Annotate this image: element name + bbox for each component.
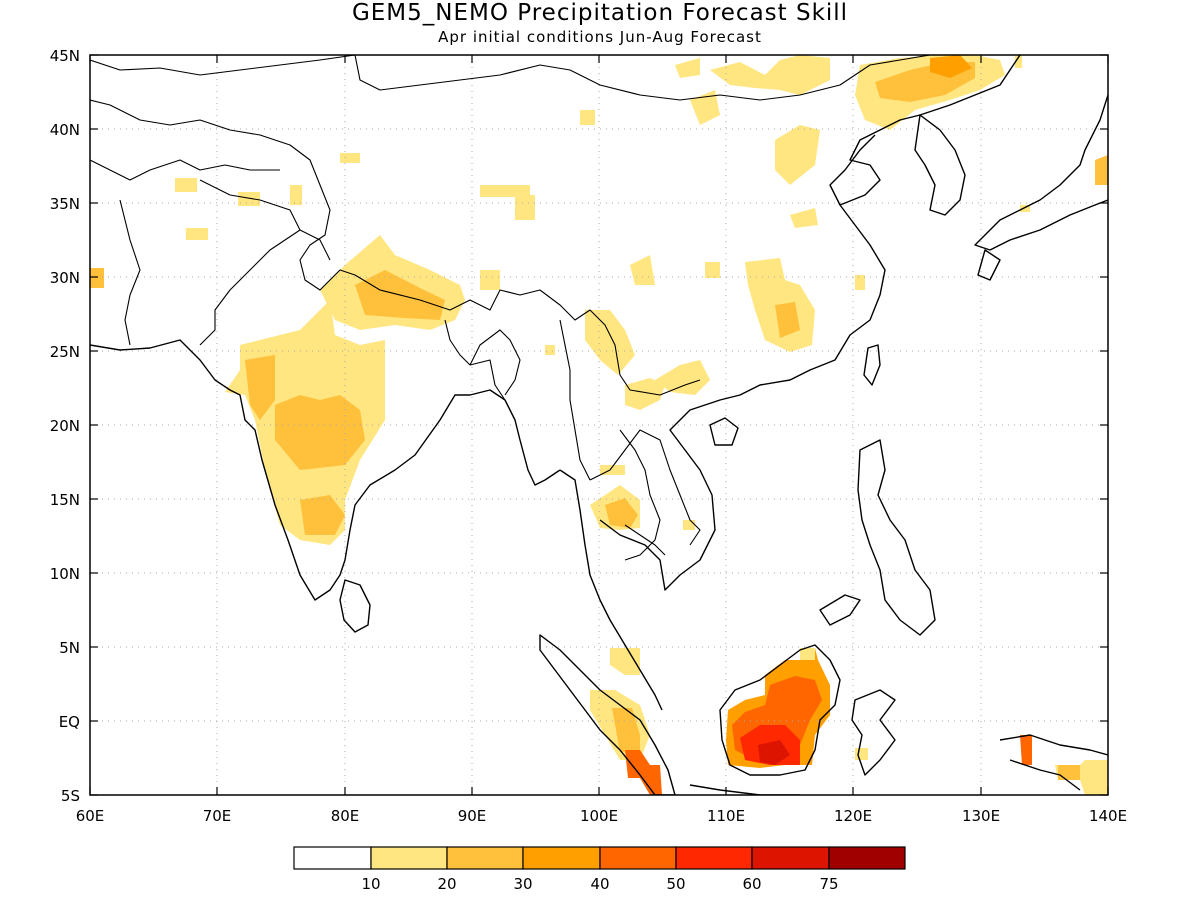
- map-title: GEM5_NEMO Precipitation Forecast Skill: [351, 0, 849, 26]
- colorbar-label: 10: [361, 875, 380, 893]
- colorbar-swatch: [522, 846, 601, 870]
- colorbar-label: 40: [590, 875, 609, 893]
- y-tick-label: 10N: [50, 565, 80, 583]
- colorbar-label: 30: [513, 875, 532, 893]
- skill-region-sumatra: [590, 648, 662, 795]
- map-frame: [89, 54, 1109, 796]
- x-tick-label: 60E: [76, 807, 105, 825]
- colorbar-swatch: [446, 846, 524, 870]
- skill-region-india: [225, 300, 385, 545]
- x-tick-label: 130E: [962, 807, 1000, 825]
- x-tick-label: 90E: [458, 807, 487, 825]
- y-axis-labels: 45N 40N 35N 30N 25N 20N 15N 10N 5N EQ 5S: [50, 47, 80, 805]
- colorbar-label: 60: [742, 875, 761, 893]
- y-tick-label: 40N: [50, 121, 80, 139]
- x-tick-label: 140E: [1089, 807, 1127, 825]
- y-tick-label: 5N: [59, 639, 80, 657]
- y-tick-label: 35N: [50, 195, 80, 213]
- y-tick-label: EQ: [59, 713, 80, 731]
- colorbar-swatch: [370, 846, 448, 870]
- skill-region-thailand: [590, 465, 695, 530]
- colorbar-swatch: [828, 846, 906, 870]
- skill-region-new-guinea: [1020, 735, 1108, 795]
- skill-region-borneo: [726, 648, 868, 768]
- colorbar-label: 20: [437, 875, 456, 893]
- x-tick-label: 120E: [834, 807, 872, 825]
- colorbar-label: 50: [666, 875, 685, 893]
- y-tick-label: 45N: [50, 47, 80, 65]
- y-tick-label: 20N: [50, 417, 80, 435]
- y-tick-label: 15N: [50, 491, 80, 509]
- colorbar-swatch: [751, 846, 830, 870]
- country-borders: [90, 55, 931, 561]
- y-tick-label: 5S: [61, 787, 80, 805]
- map-subtitle: Apr initial conditions Jun-Aug Forecast: [438, 28, 762, 46]
- y-tick-label: 30N: [50, 269, 80, 287]
- skill-region-west-asia: [90, 153, 535, 288]
- colorbar-swatch: [675, 846, 753, 870]
- colorbar: 10 20 30 40 50 60 75: [293, 846, 906, 893]
- x-axis-labels: 60E 70E 80E 90E 100E 110E 120E 130E 140E: [76, 807, 1127, 825]
- y-tick-label: 25N: [50, 343, 80, 361]
- coastlines: [90, 55, 1108, 795]
- skill-shading: [90, 55, 1108, 795]
- colorbar-swatch: [599, 846, 677, 870]
- colorbar-label: 75: [819, 875, 838, 893]
- axis-ticks: [89, 54, 1109, 796]
- colorbar-swatch: [293, 846, 372, 870]
- gridlines: [90, 55, 1108, 795]
- skill-region-south-china: [545, 110, 865, 410]
- x-tick-label: 100E: [580, 807, 618, 825]
- x-tick-label: 110E: [707, 807, 745, 825]
- skill-region-himalaya: [320, 235, 500, 330]
- x-tick-label: 80E: [331, 807, 360, 825]
- x-tick-label: 70E: [203, 807, 232, 825]
- skill-region-northeast: [675, 55, 1108, 228]
